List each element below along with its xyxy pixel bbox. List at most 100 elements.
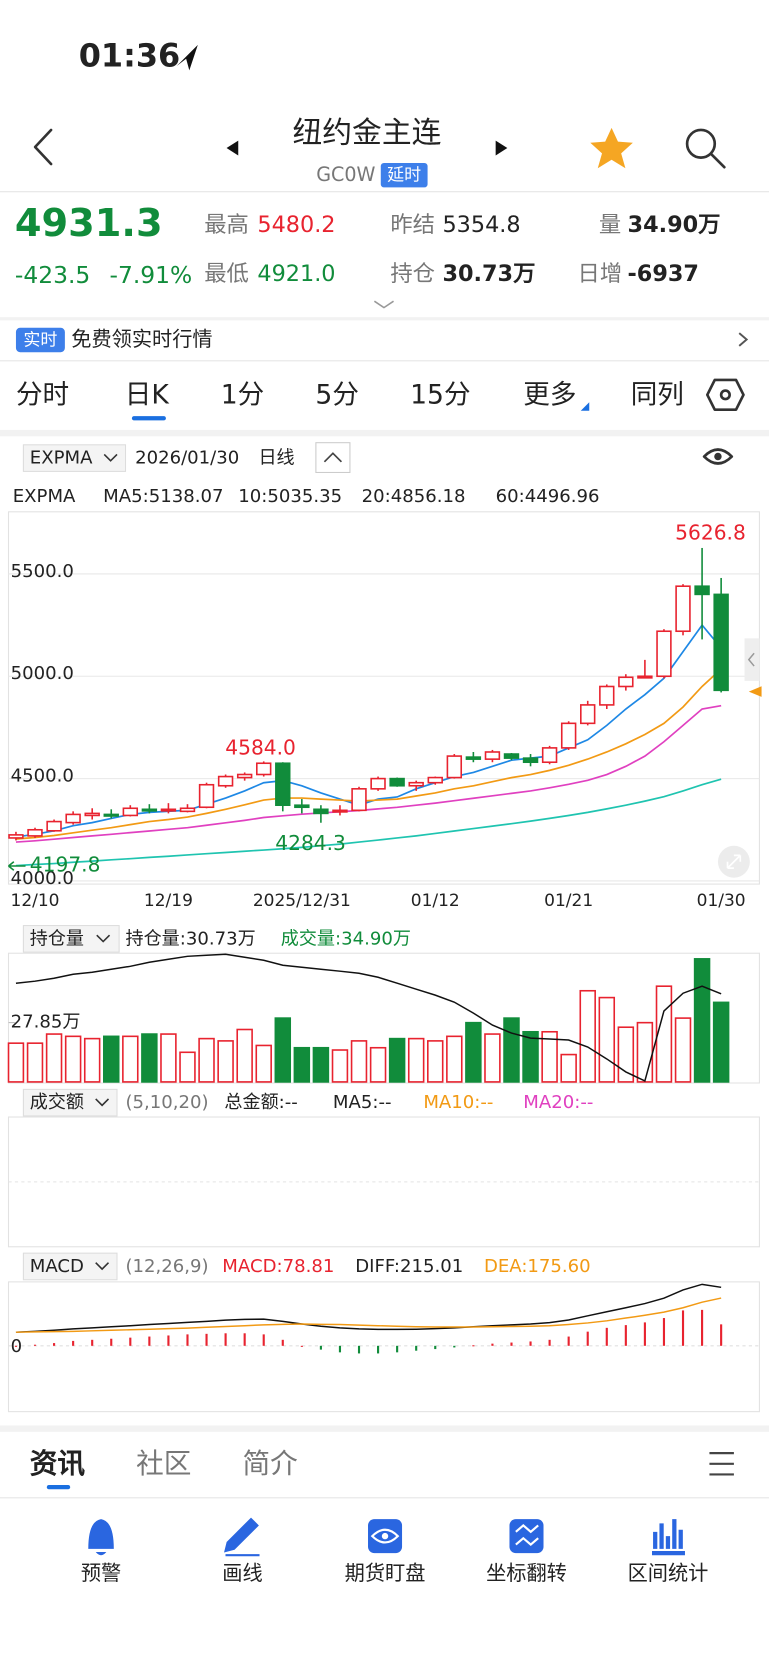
y-tick-label: 4000.0 [11, 868, 74, 889]
oi-frame [7, 952, 760, 1084]
amount-item: MA5:-- [333, 1092, 392, 1113]
bottom-tab[interactable]: 社区 [136, 1447, 191, 1480]
price-pointer [748, 686, 762, 697]
candle-body [8, 834, 24, 839]
search-handle [710, 153, 726, 169]
search-icon[interactable] [685, 128, 717, 159]
x-tick-label: 12/19 [144, 891, 193, 911]
amount-item: MA20:-- [523, 1092, 593, 1113]
amount-item: MA10:-- [423, 1092, 493, 1113]
period-tab[interactable]: 1分 [221, 379, 265, 410]
collapse-button[interactable] [315, 442, 351, 473]
macd-indicator-select[interactable] [22, 1252, 118, 1281]
candle-body [560, 722, 577, 749]
eye-icon[interactable] [702, 448, 734, 465]
volume-bar [522, 1030, 539, 1083]
oi-indicator-select[interactable] [22, 925, 120, 953]
period-tab[interactable]: 5分 [315, 379, 359, 410]
legend-name: EXPMA [13, 486, 76, 507]
period-tab[interactable]: 15分 [410, 379, 470, 410]
volume-bar [26, 1042, 44, 1083]
ma-line [15, 778, 722, 867]
contract-code: GC0W [316, 163, 375, 186]
macd-bar [186, 1334, 189, 1346]
volume-bar [598, 996, 616, 1083]
volume-bar [674, 1017, 692, 1083]
nav-label[interactable]: 画线 [222, 1561, 262, 1585]
prev-contract[interactable] [226, 140, 239, 156]
dea-text: DEA:175.60 [484, 1256, 591, 1277]
menu-icon[interactable] [709, 1452, 734, 1476]
alert-icon[interactable] [88, 1519, 114, 1556]
oi-text: 持仓量:30.73万 [126, 928, 256, 949]
volume-bar [255, 1044, 272, 1083]
volume-bar [312, 1046, 330, 1083]
nav-label[interactable]: 预警 [81, 1561, 121, 1585]
macd-bar [205, 1333, 208, 1346]
period-tab[interactable]: 日K [125, 379, 170, 410]
banner-arrow[interactable] [738, 332, 749, 347]
macd-bar [529, 1341, 532, 1346]
macd-bar [91, 1339, 94, 1346]
nav-label[interactable]: 区间统计 [628, 1561, 709, 1585]
candle-body [465, 756, 482, 760]
amount-item: 总金额:-- [224, 1092, 297, 1113]
volume-bar [541, 1030, 558, 1083]
period-tab[interactable]: 同列 [631, 379, 684, 410]
macd-bar [701, 1309, 704, 1346]
nav-label[interactable]: 坐标翻转 [486, 1561, 567, 1585]
diff-text: DIFF:215.01 [355, 1256, 463, 1277]
macd-bar [224, 1333, 227, 1346]
macd-bar [377, 1345, 380, 1354]
macd-bar [586, 1331, 589, 1346]
favorite-star[interactable] [590, 127, 633, 169]
next-contract[interactable] [495, 140, 508, 156]
candle-body [46, 820, 62, 832]
bottom-tab[interactable]: 资讯 [30, 1447, 86, 1480]
candle-body [522, 757, 539, 764]
macd-bar [33, 1344, 37, 1346]
volume-bar [407, 1037, 425, 1083]
back-button[interactable] [33, 128, 53, 166]
kline-date: 2026/01/30 [135, 448, 239, 469]
side-handle[interactable] [744, 638, 760, 681]
candle-body [27, 828, 43, 837]
delay-badge-text: 延时 [387, 166, 421, 186]
candle-body [484, 751, 501, 760]
expand-quote[interactable] [373, 300, 394, 309]
volume-bar [64, 1035, 82, 1083]
candle-body [294, 804, 310, 809]
draw-icon[interactable] [224, 1517, 260, 1557]
settings-icon[interactable] [705, 378, 745, 412]
kline-period: 日线 [258, 448, 294, 469]
inc-value: -6937 [628, 261, 699, 287]
period-tab[interactable]: 更多 [523, 379, 576, 410]
macd-bar [567, 1336, 570, 1346]
divider [0, 1425, 769, 1432]
banner-text[interactable]: 免费领实时行情 [71, 327, 212, 351]
amount-indicator-select[interactable] [22, 1088, 118, 1117]
macd-frame [7, 1281, 760, 1413]
volume-bar [331, 1049, 349, 1083]
stats-icon[interactable] [652, 1519, 685, 1556]
vol-label: 量 [599, 212, 621, 238]
indicator-name: EXPMA [30, 448, 93, 469]
max-annotation: 5626.8 [675, 521, 746, 545]
bottom-tab[interactable]: 简介 [243, 1447, 298, 1480]
prev-value: 5354.8 [442, 212, 520, 238]
candle-body [103, 813, 119, 817]
legend-item: 60:4496.96 [496, 486, 600, 507]
macd-bar [300, 1345, 303, 1347]
macd-bar [453, 1345, 456, 1348]
flip-lines [515, 1524, 539, 1546]
volume-bar [217, 1040, 234, 1083]
candle-body [389, 777, 405, 787]
oi-indicator: 持仓量 [30, 928, 84, 949]
flip-icon[interactable] [509, 1519, 544, 1554]
oi-line [15, 953, 722, 1083]
candle-body [427, 776, 443, 784]
period-tab[interactable]: 分时 [16, 379, 69, 410]
nav-label[interactable]: 期货盯盘 [345, 1561, 426, 1585]
volume-bar [7, 1042, 25, 1083]
